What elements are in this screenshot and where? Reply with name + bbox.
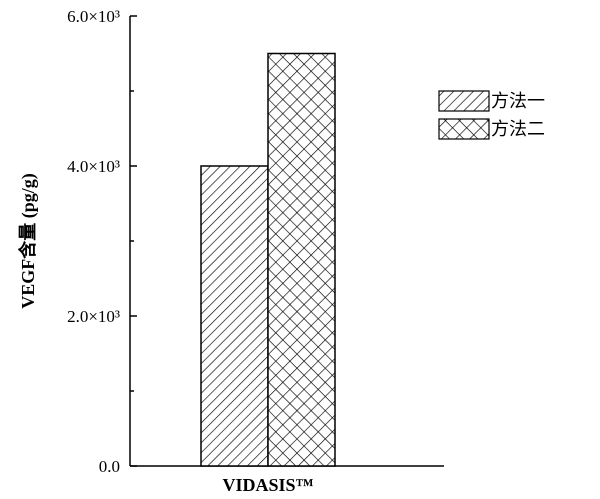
- y-tick-label: 4.0×10³: [67, 157, 120, 176]
- bar-series-2: [267, 52, 336, 467]
- legend-label-1: 方法一: [491, 91, 545, 112]
- legend-label-2: 方法二: [491, 119, 545, 140]
- bars: [200, 52, 336, 467]
- y-axis-title: VEGF含量 (pg/g): [17, 173, 39, 309]
- y-tick-label: 0.0: [99, 457, 120, 476]
- y-ticks: 0.0 2.0×10³ 4.0×10³ 6.0×10³: [67, 7, 137, 476]
- legend-swatch-2: [438, 118, 490, 140]
- y-tick-label: 2.0×10³: [67, 307, 120, 326]
- bar-series-1: [200, 165, 269, 467]
- legend-swatch-1: [438, 90, 490, 112]
- y-tick-label: 6.0×10³: [67, 7, 120, 26]
- x-category-label: VIDASIS™: [222, 475, 313, 495]
